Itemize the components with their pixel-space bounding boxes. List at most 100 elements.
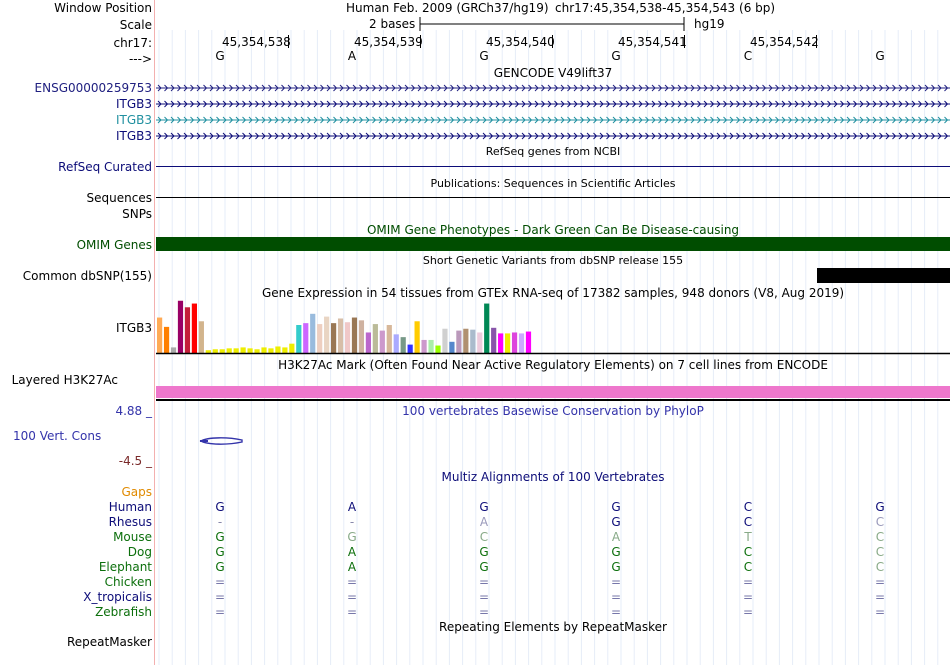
publications-label[interactable]: Sequences xyxy=(86,191,152,205)
gtex-tissue-bar[interactable] xyxy=(365,332,371,353)
gtex-tissue-bar[interactable] xyxy=(240,347,246,353)
gencode-transcript-line[interactable] xyxy=(156,115,950,125)
species-label[interactable]: Mouse xyxy=(113,530,152,544)
gtex-tissue-bar[interactable] xyxy=(303,323,309,353)
phylop-track-title[interactable]: 100 vertebrates Basewise Conservation by… xyxy=(402,404,704,418)
gtex-tissue-bar[interactable] xyxy=(428,339,434,353)
publications-track-title[interactable]: Publications: Sequences in Scientific Ar… xyxy=(430,177,676,190)
gtex-tissue-bar[interactable] xyxy=(317,324,323,353)
refseq-label[interactable]: RefSeq Curated xyxy=(58,160,152,174)
gtex-tissue-bar[interactable] xyxy=(212,349,218,353)
species-label[interactable]: Chicken xyxy=(104,575,152,589)
species-label[interactable]: Dog xyxy=(127,545,152,559)
repeatmasker-label[interactable]: RepeatMasker xyxy=(66,635,152,649)
gtex-tissue-bar[interactable] xyxy=(289,343,295,353)
gtex-tissue-bar[interactable] xyxy=(421,339,427,353)
gtex-tissue-bar[interactable] xyxy=(470,329,476,353)
gtex-track-title[interactable]: Gene Expression in 54 tissues from GTEx … xyxy=(261,286,845,300)
gtex-tissue-bar[interactable] xyxy=(198,321,204,353)
species-label[interactable]: Zebrafish xyxy=(95,605,152,619)
assembly-text[interactable]: Human Feb. 2009 (GRCh37/hg19) xyxy=(346,1,549,15)
gtex-tissue-bar[interactable] xyxy=(414,321,420,353)
h3k27ac-label[interactable]: Layered H3K27Ac xyxy=(11,373,118,387)
gtex-tissue-bar[interactable] xyxy=(296,325,302,353)
position-text[interactable]: chr17:45,354,538-45,354,543 (6 bp) xyxy=(555,1,776,15)
gtex-tissue-bar[interactable] xyxy=(344,322,351,353)
multiz-track-title[interactable]: Multiz Alignments of 100 Vertebrates xyxy=(441,470,665,484)
gtex-tissue-bar[interactable] xyxy=(282,347,288,353)
gtex-tissue-bar[interactable] xyxy=(463,328,469,353)
phylop-label[interactable]: 100 Vert. Cons xyxy=(13,429,102,443)
gtex-tissue-bar[interactable] xyxy=(219,349,225,353)
dbsnp-variant-block[interactable] xyxy=(817,268,950,283)
gtex-tissue-bar[interactable] xyxy=(435,345,441,353)
gtex-tissue-bar[interactable] xyxy=(226,348,232,353)
gtex-label[interactable]: ITGB3 xyxy=(115,321,152,335)
species-label[interactable]: X_tropicalis xyxy=(83,590,152,604)
repeatmasker-track-title[interactable]: Repeating Elements by RepeatMasker xyxy=(439,620,667,634)
gencode-transcript-label[interactable]: ENSG00000259753 xyxy=(34,81,152,95)
gtex-tissue-bar[interactable] xyxy=(268,348,274,353)
gtex-tissue-bar[interactable] xyxy=(191,303,197,353)
gtex-tissue-bar[interactable] xyxy=(170,347,177,353)
h3k27ac-signal-bar[interactable] xyxy=(156,386,950,398)
species-label[interactable]: Human xyxy=(108,500,152,514)
gtex-tissue-bar[interactable] xyxy=(484,303,490,353)
gtex-tissue-bar[interactable] xyxy=(157,317,163,353)
gtex-tissue-bar[interactable] xyxy=(525,331,532,353)
gtex-tissue-bar[interactable] xyxy=(233,348,239,353)
gencode-track-title[interactable]: GENCODE V49lift37 xyxy=(493,66,613,80)
gtex-tissue-bar[interactable] xyxy=(275,346,281,353)
gtex-tissue-bar[interactable] xyxy=(477,332,483,353)
dbsnp-label[interactable]: Common dbSNP(155) xyxy=(22,269,152,283)
gtex-tissue-bar[interactable] xyxy=(386,325,392,353)
gencode-transcript-label[interactable]: ITGB3 xyxy=(115,129,152,143)
gtex-tissue-bar[interactable] xyxy=(247,348,253,353)
species-label[interactable]: Elephant xyxy=(98,560,152,574)
omim-label[interactable]: OMIM Genes xyxy=(76,238,152,252)
gtex-expression-chart[interactable] xyxy=(156,298,950,355)
gtex-tissue-bar[interactable] xyxy=(351,317,358,353)
gtex-tissue-bar[interactable] xyxy=(184,307,191,353)
gencode-transcript-line[interactable] xyxy=(156,99,950,109)
publications-line[interactable] xyxy=(156,197,950,198)
gtex-tissue-bar[interactable] xyxy=(505,333,511,353)
refseq-track-title[interactable]: RefSeq genes from NCBI xyxy=(485,145,621,158)
gtex-tissue-bar[interactable] xyxy=(491,327,497,353)
gtex-tissue-bar[interactable] xyxy=(449,341,455,353)
gtex-tissue-bar[interactable] xyxy=(254,349,260,353)
gtex-tissue-bar[interactable] xyxy=(456,330,462,353)
omim-track-title[interactable]: OMIM Gene Phenotypes - Dark Green Can Be… xyxy=(366,223,740,237)
gtex-tissue-bar[interactable] xyxy=(310,313,316,353)
gencode-transcript-label[interactable]: ITGB3 xyxy=(115,97,152,111)
gtex-tissue-bar[interactable] xyxy=(393,334,399,353)
gtex-tissue-bar[interactable] xyxy=(498,333,504,353)
gtex-tissue-bar[interactable] xyxy=(511,332,518,353)
snps-label[interactable]: SNPs xyxy=(122,207,152,221)
gencode-transcript-line[interactable] xyxy=(156,83,950,93)
gtex-tissue-bar[interactable] xyxy=(163,326,170,353)
gtex-tissue-bar[interactable] xyxy=(400,337,406,353)
phylop-signal[interactable] xyxy=(198,436,258,446)
gtex-tissue-bar[interactable] xyxy=(379,330,385,353)
gtex-tissue-bar[interactable] xyxy=(337,318,344,353)
gtex-tissue-bar[interactable] xyxy=(324,316,330,353)
species-label[interactable]: Rhesus xyxy=(108,515,152,529)
gtex-tissue-bar[interactable] xyxy=(372,324,378,353)
gtex-tissue-bar[interactable] xyxy=(442,328,448,353)
dbsnp-track-title[interactable]: Short Genetic Variants from dbSNP releas… xyxy=(422,254,684,267)
gtex-tissue-bar[interactable] xyxy=(205,350,211,353)
gencode-transcript-line[interactable] xyxy=(156,131,950,141)
gaps-label[interactable]: Gaps xyxy=(121,485,152,499)
gtex-tissue-bar[interactable] xyxy=(407,344,413,353)
gtex-tissue-bar[interactable] xyxy=(261,347,267,353)
h3k27ac-track-title[interactable]: H3K27Ac Mark (Often Found Near Active Re… xyxy=(278,358,828,372)
gtex-tissue-bar[interactable] xyxy=(518,333,525,353)
omim-phenotype-bar[interactable] xyxy=(156,237,950,251)
gtex-tissue-bar[interactable] xyxy=(331,323,337,353)
refseq-gene-line[interactable] xyxy=(156,166,950,167)
gencode-transcript-label[interactable]: ITGB3 xyxy=(115,113,152,127)
gtex-tissue-bar[interactable] xyxy=(358,320,365,353)
gtex-tissue-bar[interactable] xyxy=(177,300,184,353)
